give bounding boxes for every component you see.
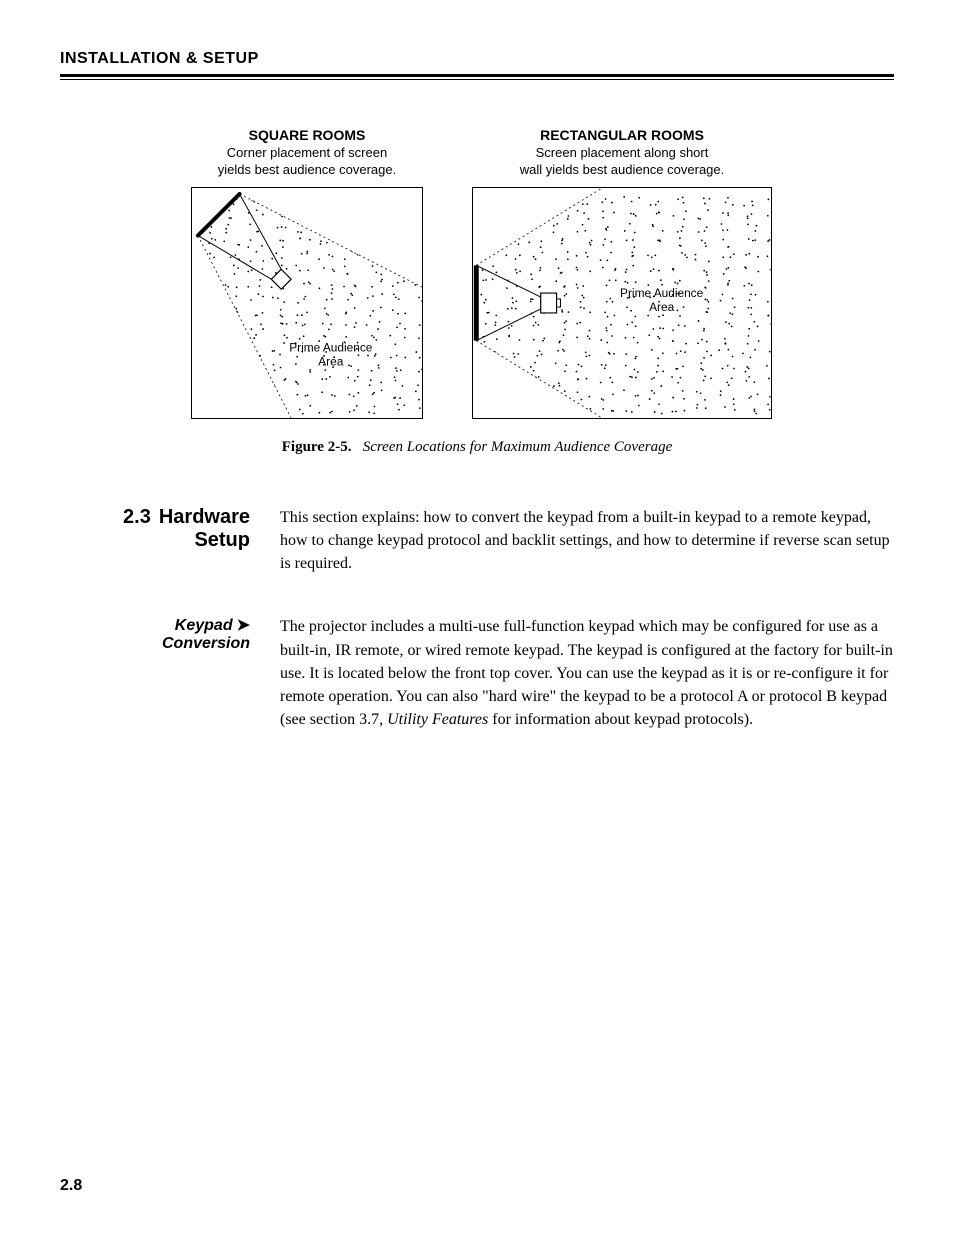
header-rule <box>60 79 894 80</box>
section-title-l2: Setup <box>194 529 250 551</box>
header-title: INSTALLATION & SETUP <box>60 50 259 67</box>
svg-text:Prime Audience: Prime Audience <box>289 340 373 354</box>
section-2-3: 2.3 Hardware Setup This section explains… <box>60 506 894 576</box>
body-post: for information about keypad protocols). <box>488 711 753 728</box>
subsection-heading: Keypad ➤ Conversion <box>60 615 260 731</box>
svg-text:Prime Audience: Prime Audience <box>620 286 704 300</box>
rect-room-diagram: Prime AudienceArea <box>472 187 772 419</box>
rect-room-block: RECTANGULAR ROOMS Screen placement along… <box>467 127 777 419</box>
subsection-keypad: Keypad ➤ Conversion The projector includ… <box>60 615 894 731</box>
figure-title: Screen Locations for Maximum Audience Co… <box>363 439 673 455</box>
section-body: This section explains: how to convert th… <box>280 506 894 576</box>
section-number: 2.3 <box>123 506 151 528</box>
square-room-block: SQUARE ROOMS Corner placement of screen … <box>177 127 437 419</box>
svg-text:Area: Area <box>318 354 343 368</box>
section-heading: 2.3 Hardware Setup <box>60 506 260 576</box>
figure-2-5: SQUARE ROOMS Corner placement of screen … <box>60 127 894 419</box>
arrow-icon: ➤ <box>237 617 250 634</box>
subsection-label-l1: Keypad <box>175 617 233 634</box>
svg-text:Area: Area <box>649 300 674 314</box>
figure-caption: Figure 2-5. Screen Locations for Maximum… <box>60 439 894 456</box>
page-header: INSTALLATION & SETUP <box>60 50 894 77</box>
square-room-diagram: Prime AudienceArea <box>191 187 423 419</box>
rect-room-title: RECTANGULAR ROOMS <box>467 127 777 143</box>
figure-number: Figure 2-5. <box>282 439 352 455</box>
page-number: 2.8 <box>60 1177 82 1195</box>
square-room-subtitle: Corner placement of screen yields best a… <box>177 145 437 179</box>
section-title-l1: Hardware <box>159 506 250 528</box>
square-room-title: SQUARE ROOMS <box>177 127 437 143</box>
rect-room-subtitle: Screen placement along short wall yields… <box>467 145 777 179</box>
subsection-body: The projector includes a multi-use full-… <box>280 615 894 731</box>
body-italic: Utility Features <box>387 711 488 728</box>
subsection-label-l2: Conversion <box>162 635 250 652</box>
